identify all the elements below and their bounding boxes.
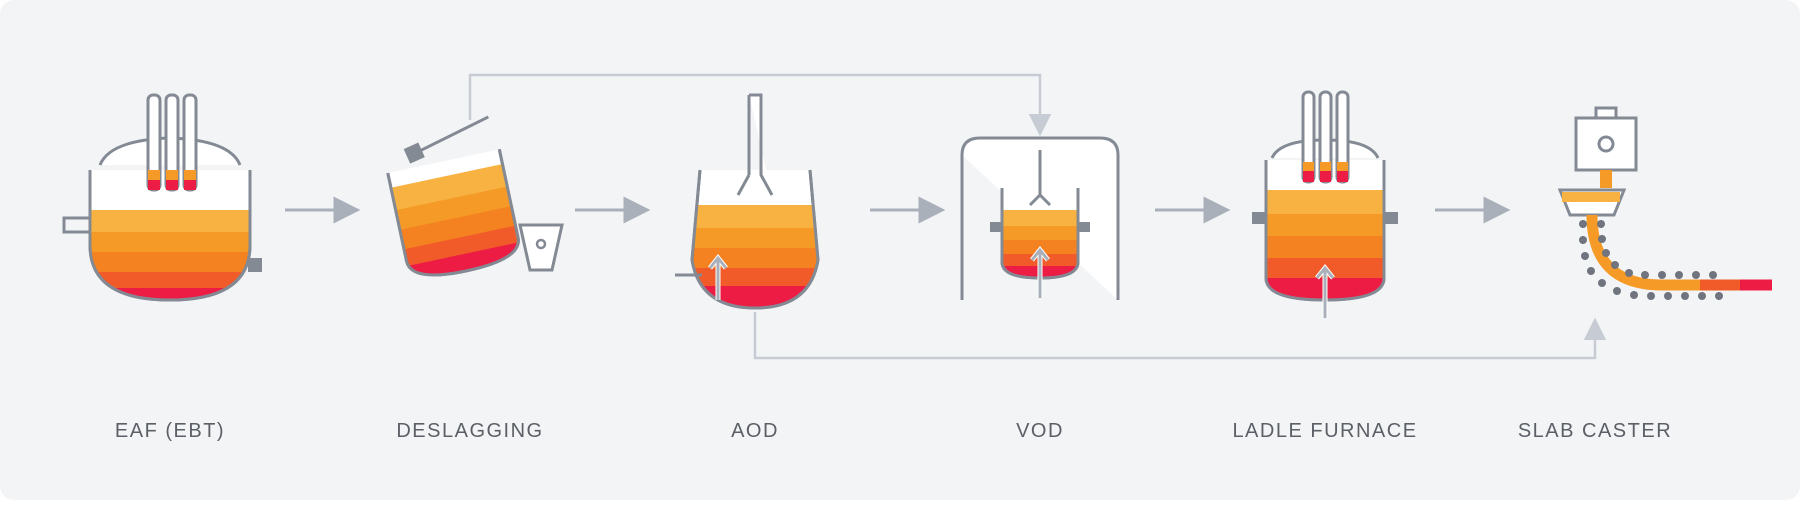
label-caster: SLAB CASTER (1475, 420, 1715, 443)
label-ladle: LADLE FURNACE (1205, 420, 1445, 443)
stage-vod (962, 138, 1118, 300)
stage-aod (675, 95, 825, 321)
stage-deslagging (373, 114, 533, 297)
label-deslag: DESLAGGING (350, 420, 590, 443)
stage-ladle-furnace (1252, 92, 1398, 318)
stage-slab-caster (1560, 108, 1772, 300)
label-aod: AOD (635, 420, 875, 443)
stage-eaf (64, 95, 262, 318)
slag-pot (520, 225, 562, 270)
label-vod: VOD (920, 420, 1160, 443)
process-diagram: EAF (EBT) DESLAGGING AOD VOD LADLE FURNA… (0, 0, 1800, 500)
label-eaf: EAF (EBT) (50, 420, 290, 443)
